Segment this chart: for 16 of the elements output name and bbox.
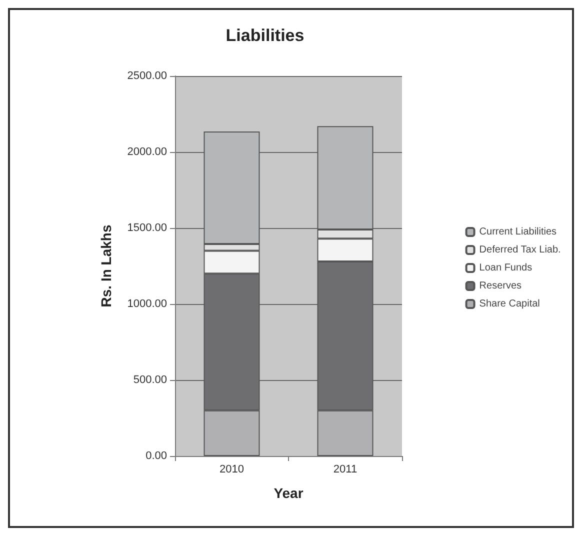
y-tick-label: 2000.00 (127, 146, 167, 158)
y-tick-label: 1000.00 (127, 298, 167, 310)
legend-label: Share Capital (479, 298, 540, 310)
legend-label: Current Liabilities (479, 226, 557, 238)
legend-label: Loan Funds (479, 262, 532, 274)
y-tick-label: 2500.00 (127, 70, 167, 82)
y-axis-title: Rs. In Lakhs (98, 224, 114, 308)
y-tick-label: 0.00 (146, 450, 167, 462)
legend-label: Deferred Tax Liab. (479, 244, 561, 256)
x-tick-label: 2010 (220, 464, 244, 476)
x-tick-label: 2011 (333, 464, 358, 476)
y-tick-label: 1500.00 (127, 222, 167, 234)
chart-title: Liabilities (226, 26, 304, 45)
legend-label: Reserves (479, 280, 522, 292)
x-axis-title: Year (274, 485, 304, 501)
y-tick-label: 500.00 (133, 374, 167, 386)
